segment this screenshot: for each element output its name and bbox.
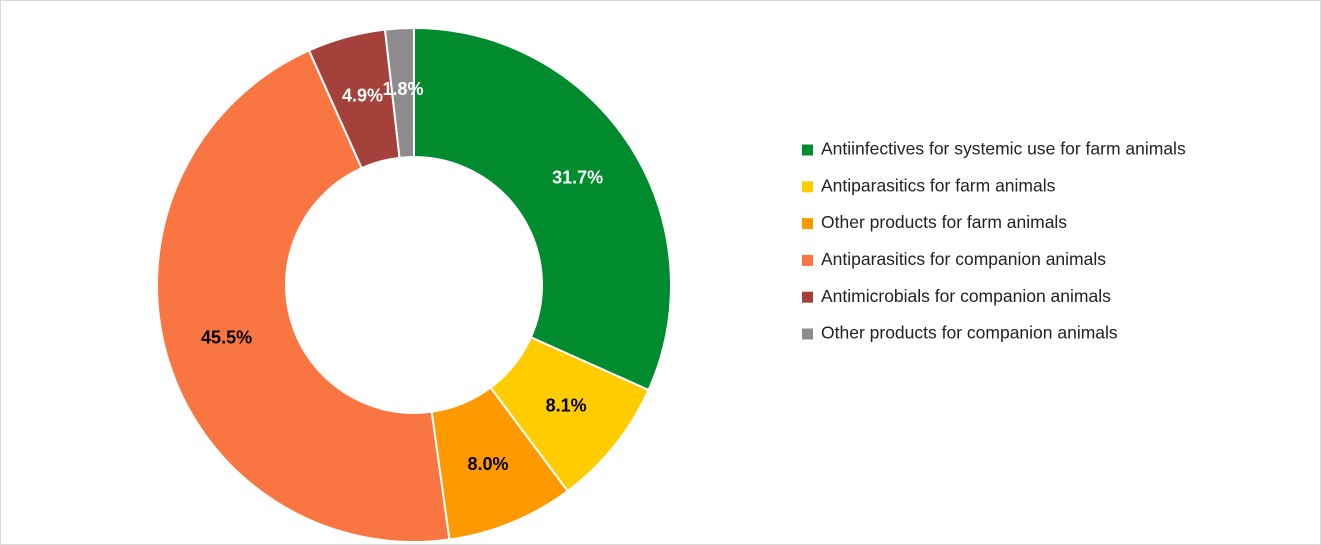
legend-swatch (802, 291, 813, 303)
slice-label: 4.9% (342, 86, 383, 106)
legend-label: Antiinfectives for systemic use for farm… (821, 139, 1186, 159)
legend-swatch (802, 144, 813, 156)
legend-label: Antiparasitics for companion animals (821, 249, 1106, 269)
slice-label: 8.1% (546, 396, 587, 416)
slice-label: 8.0% (468, 454, 509, 474)
donut-slice (383, 26, 415, 159)
slice-label: 45.5% (201, 328, 252, 348)
slice-label: 1.8% (382, 79, 423, 99)
legend-label: Other products for companion animals (821, 323, 1118, 343)
donut-slice (413, 26, 672, 392)
donut-slice (156, 49, 451, 543)
legend-swatch (802, 181, 813, 193)
legend-label: Antimicrobials for companion animals (821, 286, 1111, 306)
legend-swatch (802, 254, 813, 266)
legend-swatch (802, 328, 813, 340)
legend-label: Other products for farm animals (821, 212, 1067, 232)
slice-label: 31.7% (552, 168, 603, 188)
legend-label: Antiparasitics for farm animals (821, 175, 1056, 195)
legend-swatch (802, 218, 813, 230)
